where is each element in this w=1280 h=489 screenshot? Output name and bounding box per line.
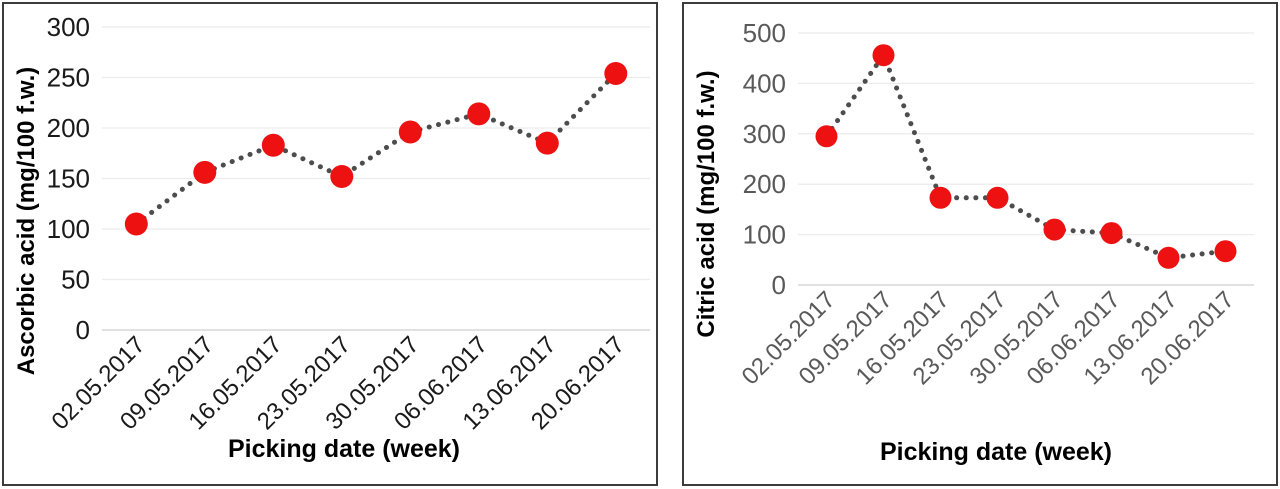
y-tick-label: 200 [743,169,786,199]
y-tick-label: 400 [743,68,786,98]
y-tick-label: 100 [47,214,90,244]
series-dotted-line [824,49,1228,261]
data-point-marker [330,165,354,188]
series-dotted-line [133,71,619,227]
y-axis-title: Citric acid (mg/100 f.w.) [693,70,720,337]
citric-acid-chart: 010020030040050002.05.201709.05.201716.0… [693,18,1254,466]
y-tick-label: 300 [743,119,786,149]
data-point-marker [398,120,422,144]
data-point-marker [193,160,217,184]
data-point-marker [1214,240,1237,263]
y-tick-label: 100 [743,220,786,250]
y-tick-label: 500 [743,18,786,48]
y-axis-title: Ascorbic acid (mg/100 f.w.) [13,67,40,376]
x-axis-title: Picking date (week) [228,435,460,463]
data-point-marker [124,212,148,236]
y-tick-label: 0 [772,270,786,300]
data-point-marker [815,125,838,148]
x-axis-title: Picking date (week) [880,438,1112,466]
citric-acid-chart-panel: 0 100 200 300 400 500 02.05.2017 09.05.2017 16.0… [682,2,1278,486]
y-tick-label: 300 [47,12,90,42]
data-point-marker [1043,218,1066,241]
data-point-marker [1100,222,1123,245]
ascorbic-acid-chart: 05010015020025030002.05.201709.05.201716… [13,12,650,463]
y-tick-label: 0 [76,315,90,345]
data-point-marker [929,186,952,209]
y-tick-label: 150 [47,164,90,194]
ascorbic-acid-chart-panel: 0 50 100 150 200 250 300 02.05.2017 09.05.2017 16… [2,2,658,486]
data-point-marker [467,102,491,126]
y-tick-label: 200 [47,113,90,143]
y-tick-label: 250 [47,63,90,93]
data-point-marker [261,133,285,157]
data-point-marker [872,44,895,67]
data-point-marker [1157,246,1180,269]
data-point-marker [535,131,559,155]
y-tick-label: 50 [61,265,90,295]
data-point-marker [604,62,628,85]
data-point-marker [986,186,1009,209]
